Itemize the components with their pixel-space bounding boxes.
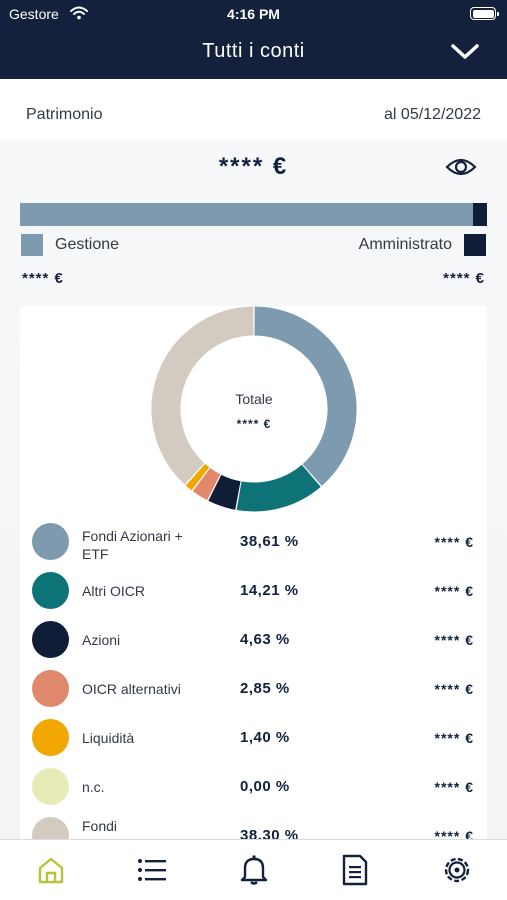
home-icon	[38, 857, 64, 884]
allocation-color-dot	[32, 572, 69, 609]
gestione-value: **** €	[22, 270, 64, 287]
donut-slice-2	[236, 464, 321, 512]
chevron-down-icon[interactable]	[450, 42, 480, 67]
allocation-amount: **** €	[434, 828, 474, 840]
allocation-row[interactable]: Liquidità 1,40 % **** €	[20, 717, 487, 757]
allocation-amount: **** €	[434, 534, 474, 550]
allocation-percent: 4,63 %	[240, 631, 290, 648]
allocation-name: Fondi	[82, 818, 118, 834]
document-icon	[342, 854, 368, 886]
list-icon	[138, 859, 166, 881]
allocation-row[interactable]: Fondi 38,30 % **** €	[20, 815, 487, 840]
allocation-amount: **** €	[434, 583, 474, 599]
allocation-amount: **** €	[434, 779, 474, 795]
donut-slice-5	[185, 463, 210, 491]
gestione-legend-swatch	[21, 234, 43, 256]
donut-slice-4	[192, 467, 221, 501]
allocation-color-dot	[32, 670, 69, 707]
allocation-color-dot	[32, 621, 69, 658]
patrimonio-label: Patrimonio	[26, 106, 103, 123]
amministrato-bar-segment	[473, 203, 487, 226]
donut-center-value: **** €	[237, 417, 272, 431]
allocation-percent: 1,40 %	[240, 729, 290, 746]
allocation-percent: 0,00 %	[240, 778, 290, 795]
allocation-name: Liquidità	[82, 730, 135, 746]
allocation-amount: **** €	[434, 632, 474, 648]
tab-home[interactable]	[34, 853, 68, 887]
allocation-color-dot	[32, 817, 69, 840]
allocation-name: Azioni	[82, 632, 121, 648]
allocation-card: Totale **** € Fondi Azionari + ETF 38,61…	[20, 306, 487, 840]
donut-slice-1	[254, 306, 357, 486]
tab-documents[interactable]	[338, 853, 372, 887]
wifi-icon	[70, 6, 88, 25]
bell-icon	[240, 855, 268, 885]
status-time: 4:16 PM	[227, 6, 280, 22]
donut-slice-7	[151, 306, 254, 485]
amministrato-legend-swatch	[464, 234, 486, 256]
settings-icon	[444, 857, 470, 883]
amministrato-legend-label: Amministrato	[358, 236, 452, 253]
bottom-tab-bar	[0, 839, 507, 900]
tab-settings[interactable]	[440, 853, 474, 887]
app-header: Gestore 4:16 PM Tutti i conti	[0, 0, 507, 79]
allocation-percent: 2,85 %	[240, 680, 290, 697]
allocation-donut-chart: Totale **** €	[151, 306, 357, 512]
amministrato-value: **** €	[443, 270, 485, 287]
allocation-name: n.c.	[82, 779, 105, 795]
allocation-row[interactable]: Altri OICR 14,21 % **** €	[20, 570, 487, 610]
battery-icon	[470, 7, 499, 20]
allocation-percent: 38,30 %	[240, 827, 299, 840]
allocation-name: Fondi Azionari + ETF	[82, 528, 183, 562]
allocation-row[interactable]: Azioni 4,63 % **** €	[20, 619, 487, 659]
donut-center-label: Totale	[235, 391, 273, 407]
allocation-row[interactable]: OICR alternativi 2,85 % **** €	[20, 668, 487, 708]
allocation-color-dot	[32, 523, 69, 560]
gestione-legend-label: Gestione	[55, 236, 120, 253]
allocation-row[interactable]: n.c. 0,00 % **** €	[20, 766, 487, 806]
allocation-amount: **** €	[434, 730, 474, 746]
page-title: Tutti i conti	[202, 40, 305, 62]
total-value: **** €	[218, 153, 289, 180]
allocation-percent: 14,21 %	[240, 582, 299, 599]
patrimonio-date: al 05/12/2022	[384, 106, 481, 123]
allocation-row[interactable]: Fondi Azionari + ETF 38,61 % **** €	[20, 521, 487, 562]
tab-notifications[interactable]	[237, 853, 271, 887]
allocation-amount: **** €	[434, 681, 474, 697]
allocation-color-dot	[32, 719, 69, 756]
status-bar: Gestore 4:16 PM	[0, 0, 507, 28]
allocation-color-dot	[32, 768, 69, 805]
allocation-name: OICR alternativi	[82, 681, 181, 697]
tab-list[interactable]	[135, 853, 169, 887]
donut-slice-3	[208, 474, 242, 510]
allocation-name: Altri OICR	[82, 583, 145, 599]
eye-icon[interactable]	[445, 155, 477, 184]
allocation-percent: 38,61 %	[240, 533, 299, 550]
gestione-amministrato-bar	[20, 203, 487, 226]
carrier-name: Gestore	[9, 6, 59, 22]
